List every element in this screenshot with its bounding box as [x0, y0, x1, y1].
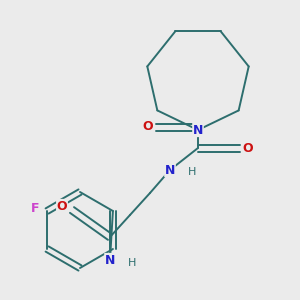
- Text: N: N: [105, 254, 115, 266]
- Text: O: O: [243, 142, 253, 154]
- Text: O: O: [57, 200, 67, 212]
- Text: O: O: [143, 121, 153, 134]
- Text: F: F: [31, 202, 39, 214]
- Text: N: N: [193, 124, 203, 136]
- Text: H: H: [188, 167, 196, 177]
- Text: H: H: [128, 258, 136, 268]
- Text: N: N: [165, 164, 175, 176]
